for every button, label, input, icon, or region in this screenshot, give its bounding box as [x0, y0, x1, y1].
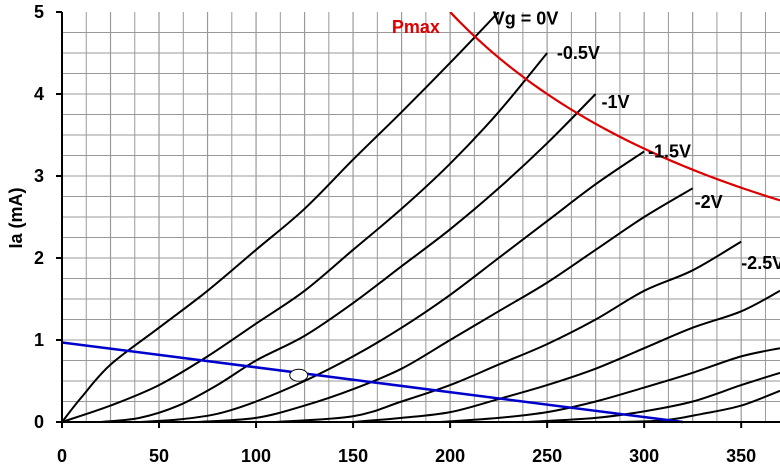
- y-tick-label: 2: [34, 248, 44, 268]
- curve-label-0: Vg = 0V: [493, 9, 559, 29]
- operating-point: [289, 368, 309, 382]
- plate-curve-4: [197, 187, 694, 422]
- axes: [56, 11, 780, 428]
- x-tick-label: 0: [57, 446, 67, 466]
- x-tick-label: 300: [629, 446, 659, 466]
- plate-curve-8: [527, 371, 780, 422]
- x-tick-label: 100: [241, 446, 271, 466]
- tick-labels: 0 50 100 150 200 250 300 350 0 1 2 3 4 5: [34, 2, 756, 466]
- curve-label-4: -2V: [695, 192, 723, 212]
- pmax-curve-group: Pmax: [392, 12, 780, 202]
- pmax-label: Pmax: [392, 17, 440, 37]
- plate-curve-5: [275, 240, 742, 422]
- y-tick-label: 4: [34, 84, 44, 104]
- plate-curve-0: [62, 12, 500, 422]
- curve-label-5: -2.5V: [741, 253, 780, 273]
- minor-gridlines: [62, 12, 780, 422]
- y-tick-label: 5: [34, 2, 44, 22]
- plate-curve-6: [352, 289, 780, 422]
- pmax-curve: [449, 12, 780, 202]
- plate-curve-1: [62, 52, 548, 422]
- plate-curve-3: [139, 150, 645, 422]
- y-tick-label: 1: [34, 330, 44, 350]
- curve-label-3: -1.5V: [648, 141, 691, 161]
- load-line: [61, 341, 684, 424]
- major-gridlines: [109, 12, 742, 422]
- curve-labels: Vg = 0V -0.5V -1V -1.5V -2V -2.5V: [493, 9, 780, 273]
- y-axis-label: Ia (mA): [6, 187, 26, 248]
- x-tick-label: 150: [338, 446, 368, 466]
- curve-label-1: -0.5V: [557, 43, 600, 63]
- x-tick-label: 250: [532, 446, 562, 466]
- y-tick-label: 0: [34, 412, 44, 432]
- plate-curve-2: [100, 93, 597, 422]
- plate-curves: [62, 12, 780, 422]
- x-tick-label: 50: [149, 446, 169, 466]
- y-tick-label: 3: [34, 166, 44, 186]
- x-tick-label: 200: [435, 446, 465, 466]
- plate-curve-7: [440, 347, 780, 422]
- x-tick-label: 350: [726, 446, 756, 466]
- curve-label-2: -1V: [601, 92, 629, 112]
- load-line-group: [61, 341, 684, 424]
